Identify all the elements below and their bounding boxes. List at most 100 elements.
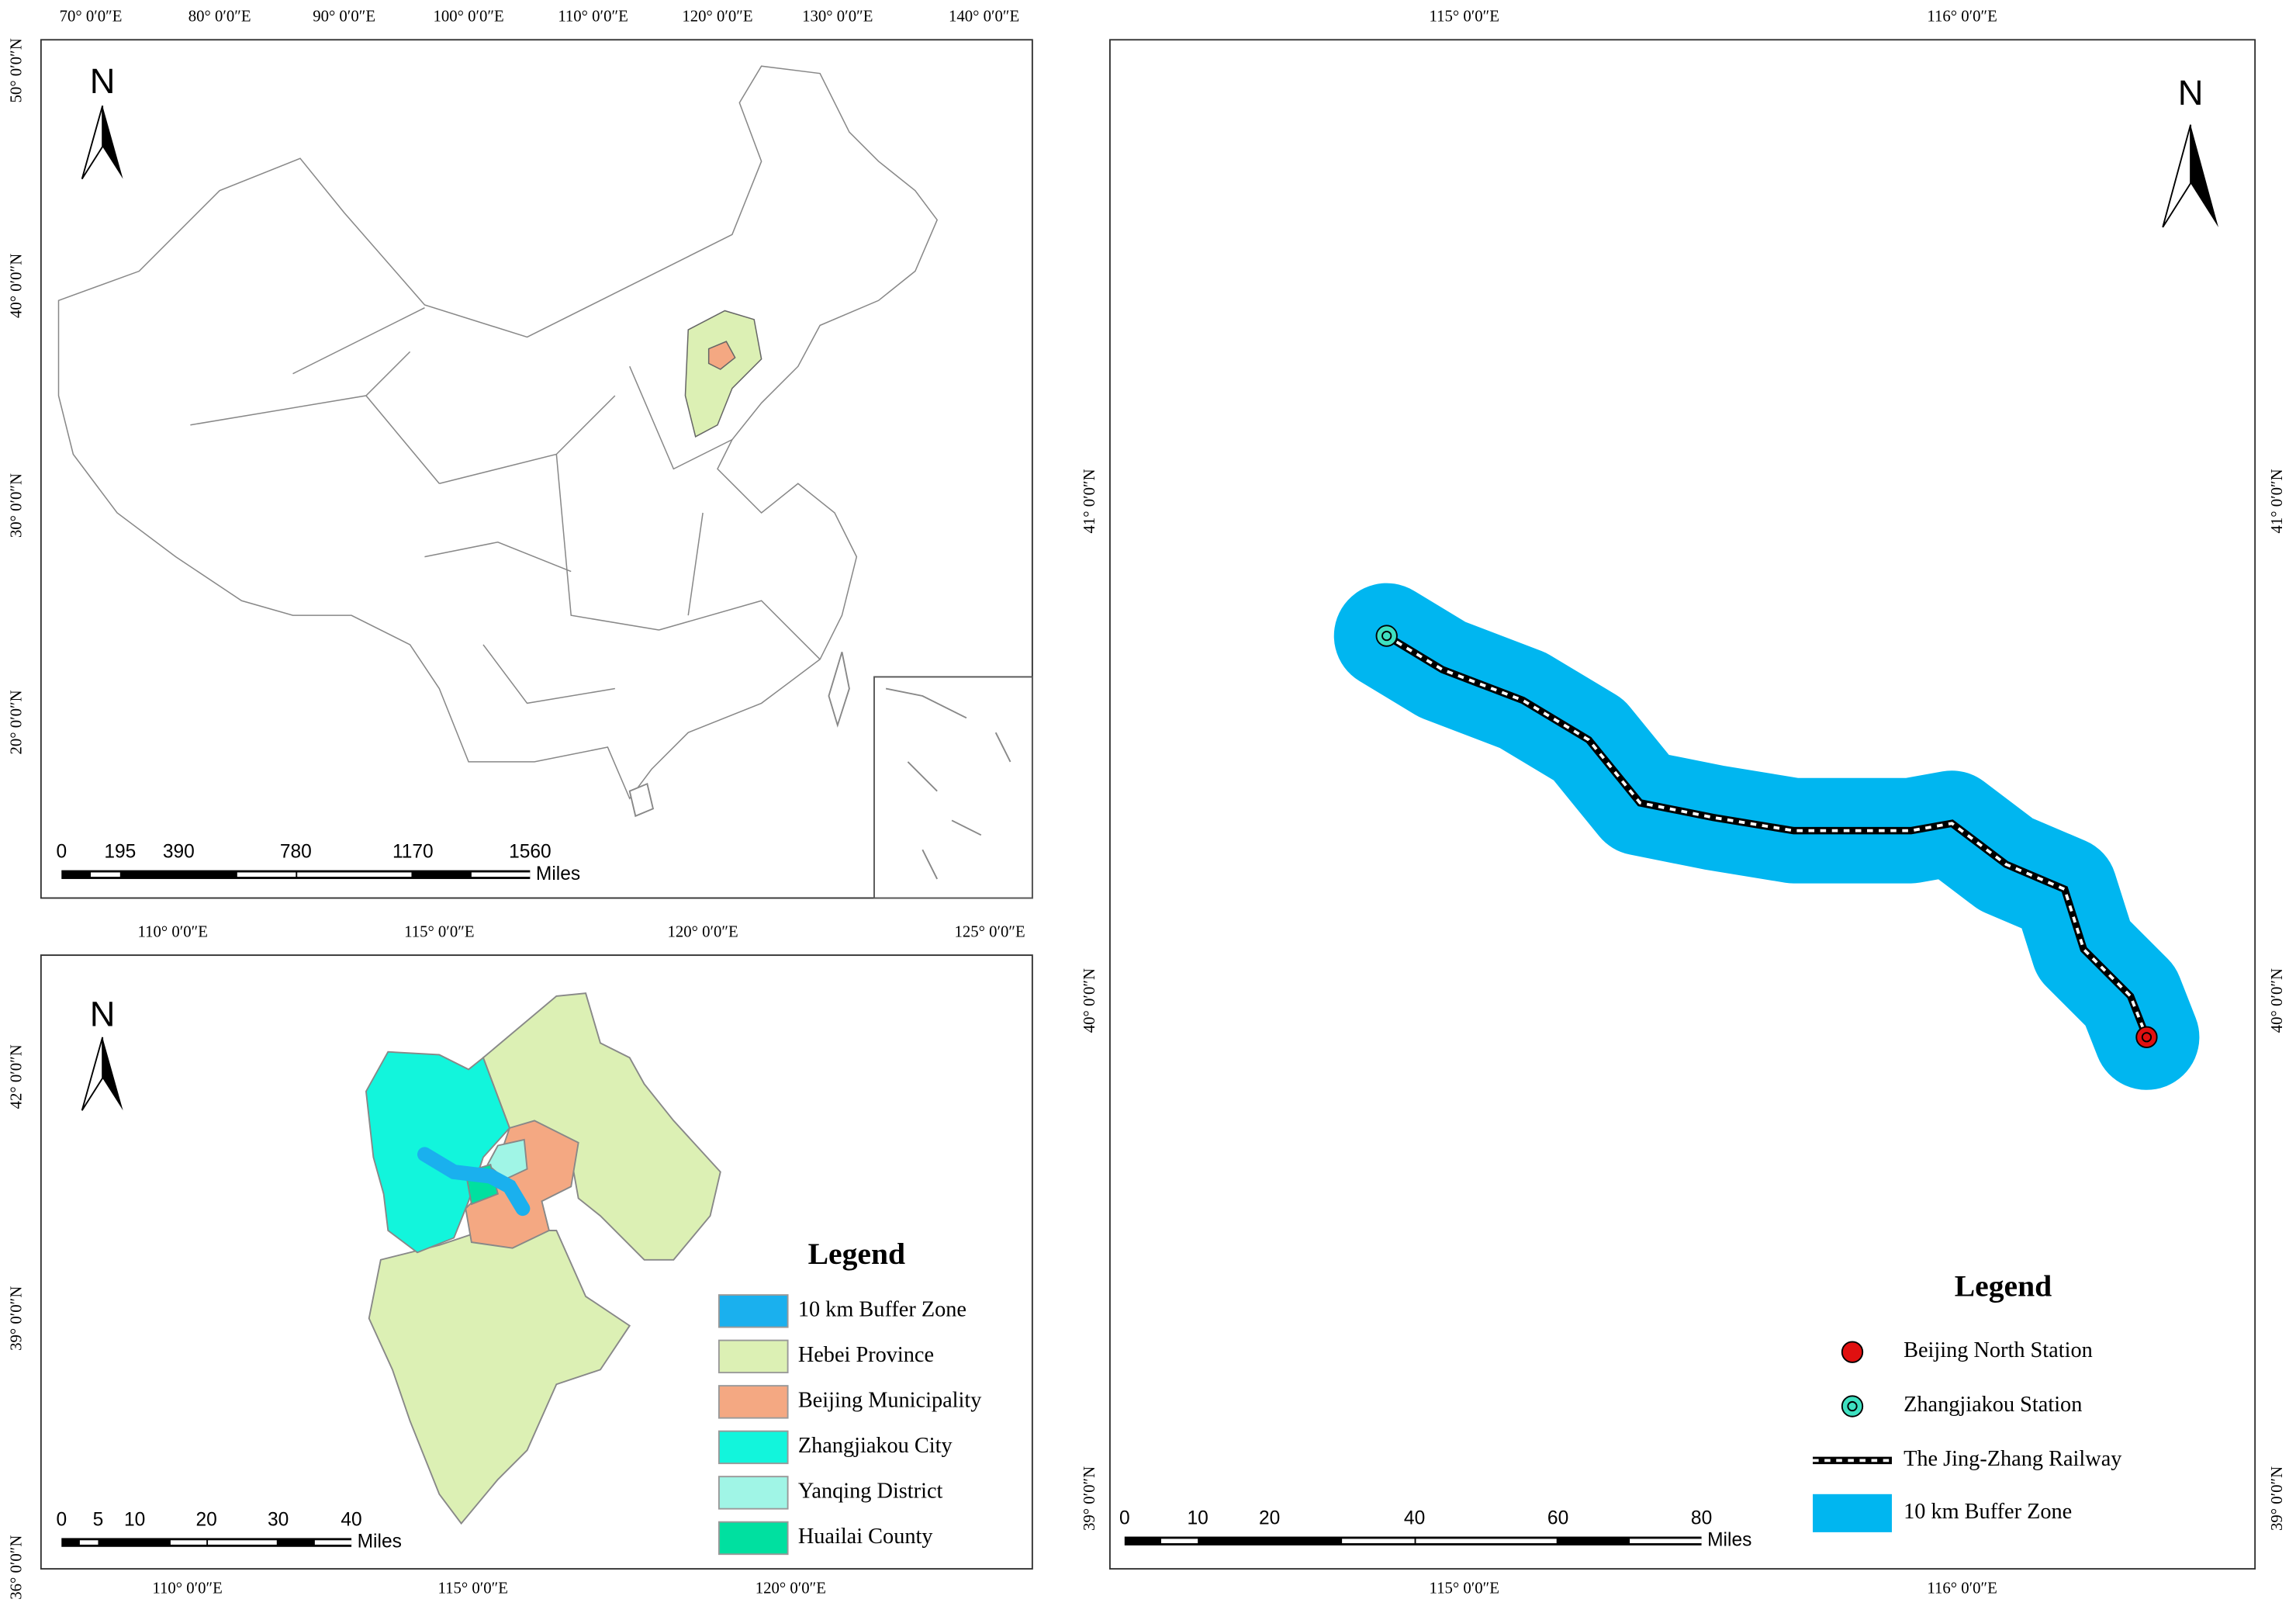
scale-bar-segment <box>170 1540 207 1545</box>
top-coordinate-label: 110° 0′0″E <box>138 924 208 941</box>
scale-label: 780 <box>280 841 312 862</box>
legend-swatch <box>718 1294 789 1328</box>
inset-frame <box>873 676 1033 899</box>
legend-title: Legend <box>1955 1269 2052 1303</box>
inset-islands <box>885 687 1011 880</box>
scale-label: 20 <box>1259 1507 1280 1528</box>
bottom-coordinate-label: 120° 0′0″E <box>756 1580 826 1597</box>
scale-label: 0 <box>56 841 67 862</box>
bottom-coordinate-label: 115° 0′0″E <box>1430 1580 1499 1597</box>
top-coordinate-label: 70° 0′0″E <box>60 9 123 26</box>
scale-label: 10 <box>1188 1507 1209 1528</box>
left-coordinate-label: 40° 0′0″N <box>1081 968 1098 1033</box>
legend-swatch <box>718 1476 789 1510</box>
legend-swatch <box>718 1385 789 1419</box>
scale-label: 10 <box>124 1509 145 1530</box>
left-coordinate-label: 39° 0′0″N <box>1081 1466 1098 1531</box>
left-coordinate-label: 40° 0′0″N <box>8 254 25 318</box>
bottom-coordinate-label: 110° 0′0″E <box>152 1580 222 1597</box>
legend-swatch <box>718 1339 789 1374</box>
scale-label: 0 <box>1119 1507 1130 1528</box>
scale-bar-segment <box>237 872 296 877</box>
scale-label: 30 <box>268 1509 289 1530</box>
legend-swatch <box>718 1521 789 1556</box>
scale-bar-segment <box>1630 1539 1702 1544</box>
railway-map <box>1108 39 2256 1570</box>
north-arrow <box>102 1037 123 1111</box>
top-coordinate-label: 116° 0′0″E <box>1927 9 1997 26</box>
bottom-coordinate-label: 115° 0′0″E <box>438 1580 508 1597</box>
legend-swatch <box>718 1430 789 1465</box>
yanqing <box>486 1138 528 1181</box>
top-coordinate-label: 120° 0′0″E <box>668 924 738 941</box>
top-coordinate-label: 115° 0′0″E <box>1430 9 1499 26</box>
left-coordinate-label: 42° 0′0″N <box>8 1044 25 1109</box>
north-label: N <box>90 994 116 1033</box>
left-coordinate-label: 39° 0′0″N <box>8 1286 25 1351</box>
frame <box>40 954 1033 1570</box>
scale-bar-segment <box>1160 1539 1198 1544</box>
left-coordinate-label: 36° 0′0″N <box>8 1535 25 1600</box>
scale-bar-segment <box>1342 1539 1415 1544</box>
frame <box>1108 39 2256 1570</box>
china-outline <box>57 65 939 800</box>
province-borders <box>190 307 821 704</box>
bottom-coordinate-label: 116° 0′0″E <box>1927 1580 1997 1597</box>
right-coordinate-label: 41° 0′0″N <box>2269 469 2286 533</box>
north-arrow <box>2191 124 2218 227</box>
railway <box>1385 634 2149 1038</box>
scale-label: 1560 <box>509 841 552 862</box>
zhangjiakou-station <box>1375 625 1398 647</box>
top-coordinate-label: 115° 0′0″E <box>404 924 474 941</box>
top-coordinate-label: 90° 0′0″E <box>313 9 375 26</box>
beijing-north-station <box>2141 1032 2152 1043</box>
legend-label: Beijing Municipality <box>798 1388 982 1412</box>
north-arrow <box>81 1037 104 1111</box>
legend-label: Huailai County <box>798 1525 934 1549</box>
scale-bar-segment <box>116 1540 135 1545</box>
scale-bar <box>61 870 531 879</box>
north-arrow <box>81 105 104 180</box>
top-coordinate-label: 100° 0′0″E <box>433 9 503 26</box>
top-coordinate-label: 80° 0′0″E <box>188 9 251 26</box>
right-coordinate-label: 39° 0′0″N <box>2269 1466 2286 1531</box>
left-coordinate-label: 30° 0′0″N <box>8 473 25 538</box>
scale-label: 5 <box>93 1509 104 1530</box>
legend-label: Yanqing District <box>798 1479 943 1503</box>
scale-label: 40 <box>1404 1507 1425 1528</box>
beijing-north-station <box>2135 1026 2158 1048</box>
legend-symbol <box>1841 1341 1864 1363</box>
scale-label: 40 <box>341 1509 361 1530</box>
right-coordinate-label: 40° 0′0″N <box>2269 968 2286 1033</box>
scale-bar-segment <box>79 1540 99 1545</box>
beijing <box>707 341 736 370</box>
scale-bar-segment <box>91 872 120 877</box>
legend-title: Legend <box>808 1237 906 1271</box>
scale-label: 80 <box>1691 1507 1712 1528</box>
legend-symbol <box>1841 1395 1864 1417</box>
frame <box>40 39 1033 899</box>
top-coordinate-label: 110° 0′0″E <box>558 9 628 26</box>
left-coordinate-label: 41° 0′0″N <box>1081 469 1098 533</box>
top-coordinate-label: 120° 0′0″E <box>682 9 752 26</box>
legend-label: 10 km Buffer Zone <box>798 1297 966 1321</box>
scale-bar-segment <box>208 1540 277 1545</box>
legend-symbol <box>1847 1400 1858 1412</box>
legend-symbol <box>1813 1494 1892 1532</box>
labels: 70° 0′0″E 80° 0′0″E 90° 0′0″E 100° 0′0″E 110… <box>8 9 2286 1600</box>
north-arrow <box>2162 124 2192 228</box>
legend-label: Zhangjiakou City <box>798 1434 953 1458</box>
hebei <box>684 310 762 438</box>
hebei-map <box>40 954 1033 1570</box>
scale-label: 1170 <box>392 841 434 862</box>
scale-label: 390 <box>163 841 195 862</box>
scale-label: 20 <box>196 1509 217 1530</box>
north-arrow <box>102 106 123 179</box>
buffer-zone <box>1333 583 2200 1090</box>
scale-bar-segment <box>149 872 179 877</box>
scale-unit: Miles <box>1707 1530 1751 1551</box>
legend-label: Zhangjiakou Station <box>1904 1393 2082 1417</box>
hebei-south <box>368 1230 631 1525</box>
legend-label: Beijing North Station <box>1904 1338 2093 1362</box>
china-map <box>40 39 1033 899</box>
